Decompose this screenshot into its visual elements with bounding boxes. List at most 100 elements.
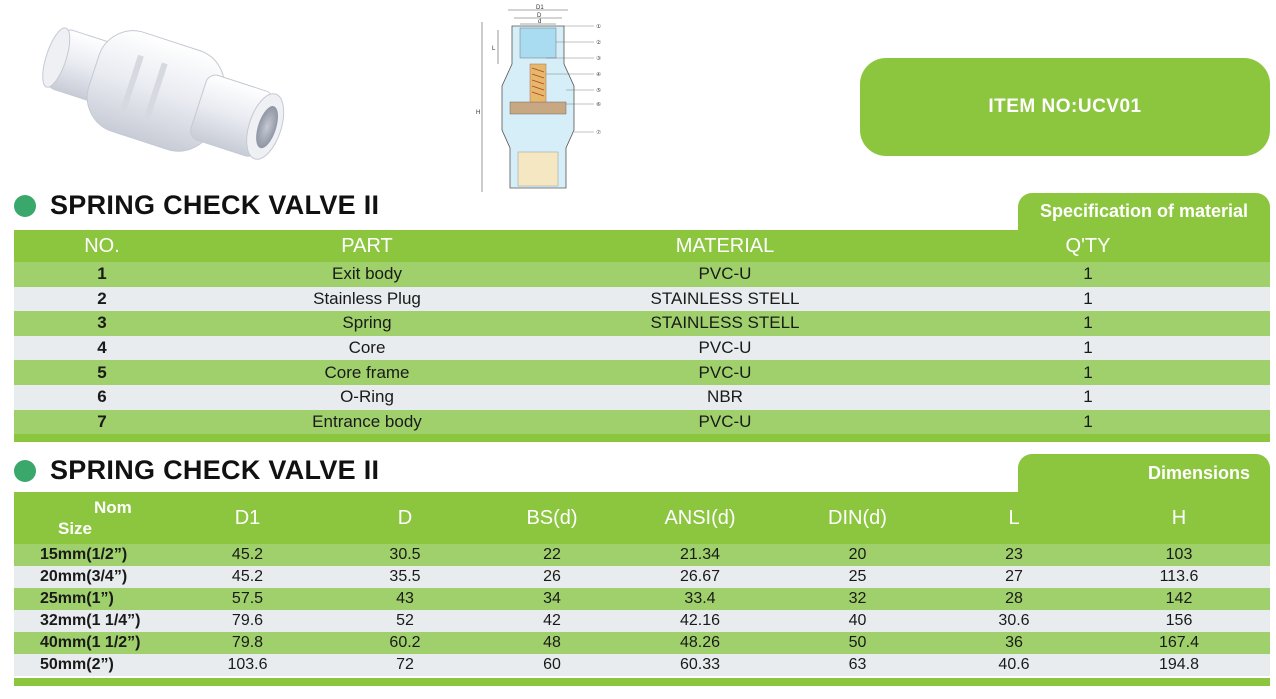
- col-header-bs: BS(d): [479, 492, 625, 544]
- table-row: 1 Exit body PVC-U 1: [14, 262, 1270, 287]
- cell-din: 20: [775, 544, 940, 566]
- callout-6: ⑥: [596, 102, 601, 108]
- cell-no: 3: [14, 311, 190, 336]
- cell-d: 52: [331, 610, 479, 632]
- diagram-label-H: H: [476, 110, 480, 116]
- cell-part: Core frame: [190, 360, 544, 385]
- cell-qty: 1: [906, 384, 1270, 410]
- item-number-label: ITEM NO:UCV01: [988, 96, 1142, 117]
- cell-no: 1: [14, 262, 190, 287]
- cell-d1: 79.6: [164, 610, 331, 632]
- diagram-label-d: d: [538, 19, 541, 25]
- material-table-header: NO. PART MATERIAL Q'TY: [14, 230, 1270, 262]
- cell-ansi: 48.26: [625, 632, 775, 654]
- col-header-ansi: ANSI(d): [625, 492, 775, 544]
- cell-no: 4: [14, 335, 190, 361]
- tab-specification-of-material: Specification of material: [1018, 193, 1270, 230]
- cell-d1: 45.2: [164, 544, 331, 566]
- cell-size: 50mm(2”): [14, 654, 164, 676]
- cell-l: 23: [940, 544, 1088, 566]
- cell-h: 103: [1088, 544, 1270, 566]
- cell-d1: 103.6: [164, 654, 331, 676]
- diagram-label-D: D: [537, 13, 542, 19]
- callout-1: ①: [596, 24, 601, 30]
- cell-din: 40: [775, 610, 940, 632]
- cell-qty: 1: [906, 335, 1270, 361]
- cell-din: 32: [775, 588, 940, 610]
- cell-ansi: 26.67: [625, 566, 775, 588]
- cell-qty: 1: [906, 360, 1270, 385]
- table-row: 20mm(3/4”) 45.2 35.5 26 26.67 25 27 113.…: [14, 566, 1270, 588]
- col-header-l: L: [940, 492, 1088, 544]
- callout-3: ③: [596, 56, 601, 62]
- cell-d: 60.2: [331, 632, 479, 654]
- section-title-text: SPRING CHECK VALVE II: [50, 455, 380, 485]
- callout-5: ⑤: [596, 88, 601, 94]
- cell-qty: 1: [906, 311, 1270, 336]
- cell-part: Entrance body: [190, 409, 544, 435]
- dimensions-table-header: Nom Size D1 D BS(d) ANSI(d) DIN(d) L H: [14, 492, 1270, 544]
- callout-4: ④: [596, 72, 601, 78]
- col-header-material: MATERIAL: [544, 230, 906, 262]
- cell-d1: 57.5: [164, 588, 331, 610]
- tab-label: Dimensions: [1147, 462, 1250, 483]
- cell-qty: 1: [906, 409, 1270, 435]
- cell-h: 194.8: [1088, 654, 1270, 676]
- cell-din: 50: [775, 632, 940, 654]
- cell-size: 15mm(1/2”): [14, 544, 164, 566]
- cell-bs: 42: [479, 610, 625, 632]
- cell-material: PVC-U: [544, 262, 906, 287]
- table-row: 6 O-Ring NBR 1: [14, 384, 1270, 410]
- cell-material: PVC-U: [544, 335, 906, 361]
- cell-no: 5: [14, 360, 190, 385]
- table-row: 7 Entrance body PVC-U 1: [14, 409, 1270, 435]
- cell-l: 27: [940, 566, 1088, 588]
- col-header-h: H: [1088, 492, 1270, 544]
- cell-size: 25mm(1”): [14, 588, 164, 610]
- cell-qty: 1: [906, 286, 1270, 312]
- section-title-dimensions: SPRING CHECK VALVE II: [14, 455, 379, 486]
- cell-no: 6: [14, 384, 190, 410]
- valve-cross-section-diagram: D1 D d H L ① ② ③ ④ ⑤ ⑥ ⑦: [476, 5, 601, 192]
- col-header-d: D: [331, 492, 479, 544]
- table-row: 5 Core frame PVC-U 1: [14, 360, 1270, 385]
- cell-no: 7: [14, 409, 190, 435]
- table-row: 4 Core PVC-U 1: [14, 335, 1270, 361]
- cell-size: 20mm(3/4”): [14, 566, 164, 588]
- cell-l: 36: [940, 632, 1088, 654]
- cell-part: Stainless Plug: [190, 286, 544, 312]
- col-header-qty: Q'TY: [906, 230, 1270, 262]
- cell-qty: 1: [906, 262, 1270, 287]
- cell-d1: 79.8: [164, 632, 331, 654]
- cell-material: STAINLESS STELL: [544, 311, 906, 336]
- cell-ansi: 21.34: [625, 544, 775, 566]
- cell-bs: 48: [479, 632, 625, 654]
- cell-l: 40.6: [940, 654, 1088, 676]
- cell-h: 113.6: [1088, 566, 1270, 588]
- cell-no: 2: [14, 286, 190, 312]
- cell-bs: 26: [479, 566, 625, 588]
- table-row: 3 Spring STAINLESS STELL 1: [14, 311, 1270, 336]
- cell-material: PVC-U: [544, 360, 906, 385]
- cell-d: 43: [331, 588, 479, 610]
- table-row: 40mm(1 1/2”) 79.8 60.2 48 48.26 50 36 16…: [14, 632, 1270, 654]
- cell-part: Exit body: [190, 262, 544, 287]
- col-header-din: DIN(d): [775, 492, 940, 544]
- cell-h: 156: [1088, 610, 1270, 632]
- dimensions-table-footer-bar: [14, 678, 1270, 686]
- cell-bs: 60: [479, 654, 625, 676]
- table-row: 2 Stainless Plug STAINLESS STELL 1: [14, 286, 1270, 312]
- tab-dimensions: Dimensions: [1018, 454, 1270, 492]
- callout-2: ②: [596, 39, 601, 46]
- cell-size: 32mm(1 1/4”): [14, 610, 164, 632]
- cell-d: 72: [331, 654, 479, 676]
- section-title-material: SPRING CHECK VALVE II: [14, 190, 379, 221]
- cell-part: Spring: [190, 311, 544, 336]
- bullet-icon: [14, 459, 36, 482]
- col-header-no: NO.: [14, 230, 190, 262]
- col-header-part: PART: [190, 230, 544, 262]
- dimensions-table: Nom Size D1 D BS(d) ANSI(d) DIN(d) L H 1…: [14, 492, 1270, 676]
- product-photo: [42, 27, 285, 160]
- col-header-d1: D1: [164, 492, 331, 544]
- cell-din: 63: [775, 654, 940, 676]
